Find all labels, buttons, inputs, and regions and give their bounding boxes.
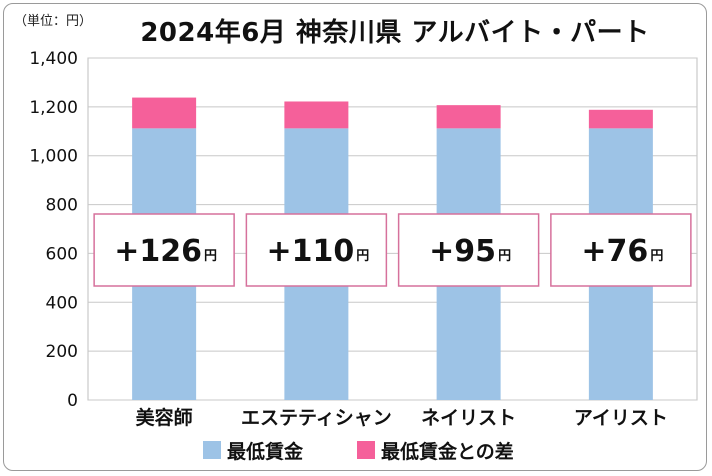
callout-unit: 円	[498, 249, 511, 264]
callout-box	[245, 213, 388, 287]
y-tick-label: 800	[46, 196, 78, 216]
legend-swatch-minimum-wage	[203, 441, 221, 459]
y-tick-label: 1,200	[29, 98, 78, 118]
y-tick-label: 1,000	[29, 147, 78, 167]
callout-unit: 円	[204, 249, 217, 264]
callout-box	[93, 213, 235, 287]
callout-value: +76	[581, 234, 648, 269]
callout-box	[397, 213, 540, 287]
x-category-label: アイリスト	[574, 407, 668, 429]
y-tick-label: 0	[67, 391, 78, 411]
y-tick-label: 1,400	[29, 49, 78, 69]
legend-label-minimum-wage: 最低賃金	[227, 440, 304, 463]
x-category-label: ネイリスト	[421, 407, 516, 429]
y-tick-label: 600	[46, 244, 78, 264]
legend-label-difference: 最低賃金との差	[381, 440, 514, 463]
y-tick-label: 400	[46, 293, 78, 313]
chart-title: 2024年6月 神奈川県 アルバイト・パート	[140, 18, 650, 48]
bar-difference	[436, 105, 501, 129]
bar-difference	[588, 109, 653, 129]
callout-box	[550, 213, 692, 287]
bar-difference	[132, 97, 197, 129]
callout-unit: 円	[650, 249, 663, 264]
y-tick-label: 200	[46, 342, 78, 362]
callout-unit: 円	[356, 249, 369, 264]
unit-label: （単位：円）	[14, 14, 93, 29]
callout-value: +126	[114, 234, 202, 269]
callout-value: +110	[266, 234, 354, 269]
x-category-label: 美容師	[136, 406, 193, 429]
x-category-label: エステティシャン	[241, 407, 392, 429]
legend-swatch-difference	[357, 441, 375, 459]
bar-difference	[284, 101, 349, 129]
callout-value: +95	[429, 234, 496, 269]
